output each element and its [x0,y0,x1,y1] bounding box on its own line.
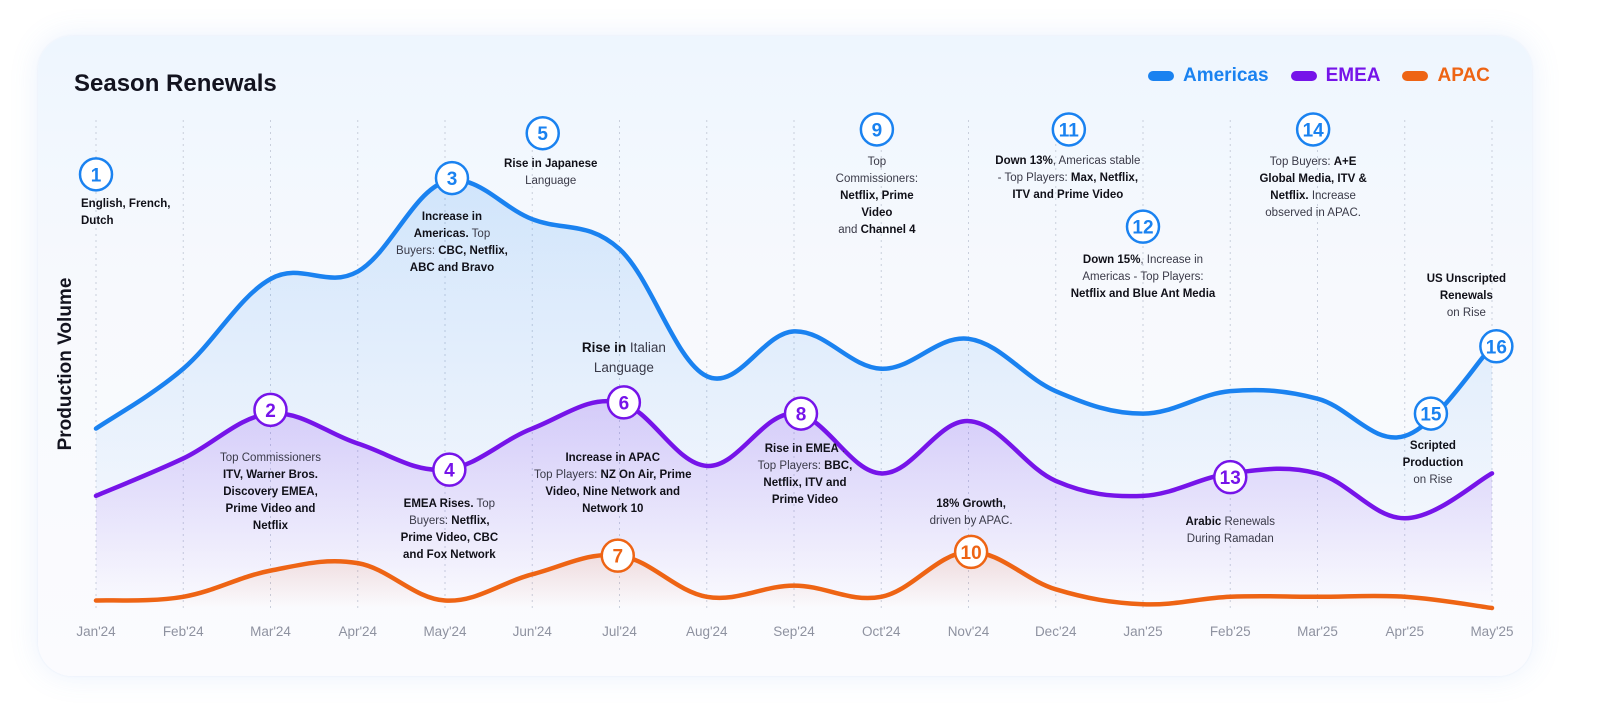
marker-number: 3 [447,169,458,190]
marker-circle [1213,459,1248,495]
marker-number: 1 [91,165,102,186]
marker-circle [1479,329,1514,364]
annotation-4: EMEA Rises. Top Buyers: Netflix, Prime Vid… [400,497,499,561]
marker-number: 10 [961,543,982,564]
annotation-13: Arabic Renewals During Ramadan [1185,516,1276,546]
marker-circle [783,396,819,431]
x-tick-label: Feb'25 [1210,624,1251,639]
marker-circle [606,385,642,420]
marker-number: 12 [1132,218,1153,239]
annotation-1: English, French, Dutch [81,198,171,228]
marker-12: 12 [1125,209,1161,244]
marker-number: 13 [1220,468,1241,489]
marker-4: 4 [432,452,467,487]
x-tick-label: Jan'25 [1123,624,1162,639]
annotation-7: Increase in APAC Top Players: NZ On Air, … [534,451,692,515]
x-tick-label: Sep'24 [773,624,815,639]
marker-circle [434,160,470,196]
marker-number: 9 [872,120,883,141]
x-tick-label: Jan'24 [76,624,116,639]
legend-swatch-apac [1402,71,1429,81]
x-tick-label: Aug'24 [686,624,728,639]
chart-title: Season Renewals [74,70,277,97]
legend-label-emea: EMEA [1325,65,1381,86]
legend-item-emea[interactable]: EMEA [1290,65,1381,87]
marker-11: 11 [1051,112,1087,147]
annotation-8: Rise in EMEA . Top Players: BBC, Netflix, … [757,442,853,506]
annotation-15: Scripted Production on Rise [1402,439,1464,486]
marker-6: 6 [606,385,642,420]
annotation-14: Top Buyers: A+E Global Media, ITV & Netfli… [1259,156,1367,220]
marker-circle [1125,209,1161,244]
marker-circle [525,115,560,151]
marker-number: 4 [444,461,455,482]
marker-circle [859,112,895,147]
area-apac [96,551,1492,608]
marker-number: 7 [612,547,623,568]
x-tick-label: Mar'25 [1297,624,1338,639]
marker-5: 5 [525,115,560,151]
marker-circle [78,157,114,192]
legend-label-americas: Americas [1183,65,1269,86]
x-tick-label: Feb'24 [163,624,204,639]
marker-8: 8 [783,396,819,431]
legend-swatch-emea [1290,71,1317,81]
marker-14: 14 [1295,112,1331,147]
marker-circle [1413,396,1449,431]
annotation-16: US Unscripted Renewals on Rise [1426,273,1506,320]
marker-1: 1 [78,157,114,192]
annotation-6: Rise in Italian Language [581,340,666,376]
x-tick-label: Nov'24 [948,624,990,639]
x-tick-label: May'24 [423,624,467,639]
legend-item-apac[interactable]: APAC [1402,65,1490,87]
annotation-11: Down 13%, Americas stable - Top Players: … [995,155,1141,202]
marker-3: 3 [434,160,470,196]
marker-circle [432,452,467,487]
marker-2: 2 [253,392,288,428]
x-tick-label: Apr'25 [1385,624,1424,639]
x-tick-label: Apr'24 [338,624,377,639]
x-tick-label: Dec'24 [1035,624,1077,639]
marker-circle [1295,112,1331,147]
marker-number: 6 [619,393,630,414]
marker-number: 15 [1420,405,1442,426]
x-tick-label: Jun'24 [513,624,553,639]
marker-circle [953,534,989,570]
marker-7: 7 [600,538,636,573]
marker-9: 9 [859,112,895,147]
marker-13: 13 [1213,459,1248,495]
marker-circle [600,538,636,573]
marker-number: 2 [265,401,276,422]
annotation-5: Rise in Japanese Language [504,158,598,188]
area-emea [96,401,1492,608]
x-tick-label: Mar'24 [250,624,291,639]
marker-number: 11 [1059,120,1080,141]
annotation-12: Down 15%, Increase in Americas - Top Play… [1070,253,1216,300]
marker-number: 16 [1486,337,1507,358]
annotation-10: 18% Growth, driven by APAC. [929,497,1013,527]
marker-10: 10 [953,534,989,570]
series-line-apac [93,549,1495,611]
legend: Americas EMEA APAC [1148,65,1490,87]
legend-label-apac: APAC [1437,65,1490,86]
annotation-3: Increase in Americas. Top Buyers: CBC, Net… [396,211,508,275]
annotation-9: Top Commissioners: Netflix, Prime Video and … [835,156,919,237]
marker-15: 15 [1413,396,1449,431]
marker-number: 8 [796,405,807,426]
legend-swatch-americas [1148,71,1174,81]
x-tick-label: Jul'24 [602,624,637,639]
x-tick-label: May'25 [1470,624,1513,639]
legend-item-americas[interactable]: Americas [1148,65,1269,87]
marker-number: 5 [537,124,548,145]
marker-16: 16 [1479,329,1514,364]
marker-number: 14 [1303,120,1325,141]
series-line-americas [93,178,1495,440]
marker-circle [253,392,288,428]
annotation-2: Top Commissioners ITV, Warner Bros. Discov… [220,451,321,532]
x-tick-label: Oct'24 [862,624,901,639]
marker-circle [1051,112,1087,147]
